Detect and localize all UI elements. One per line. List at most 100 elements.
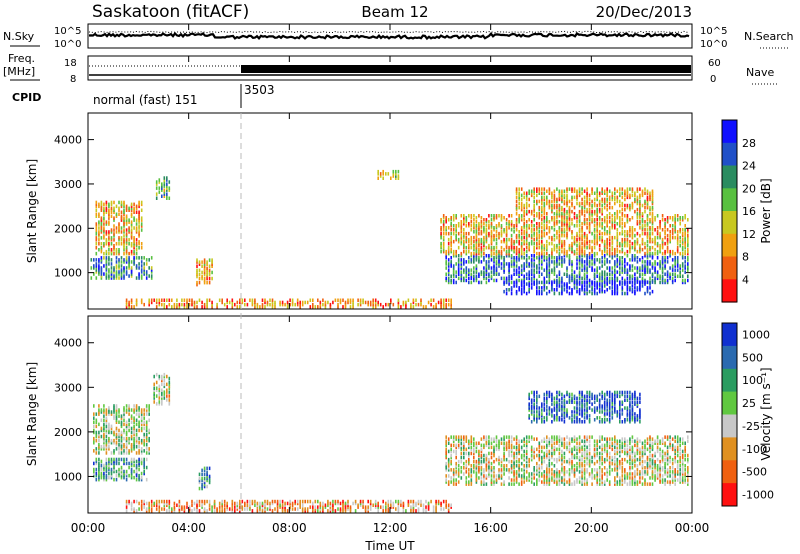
data-cell	[95, 262, 98, 266]
data-cell	[110, 459, 113, 464]
data-cell	[583, 251, 586, 256]
data-cell	[488, 439, 490, 443]
data-cell	[611, 289, 614, 294]
data-cell	[636, 288, 639, 292]
data-cell	[528, 191, 530, 195]
data-cell	[661, 237, 664, 242]
data-cell	[450, 218, 452, 222]
colorbar-tick-label: 16	[742, 205, 756, 218]
data-cell	[518, 278, 520, 283]
data-cell	[601, 286, 603, 290]
data-cell	[460, 451, 463, 456]
data-cell	[463, 222, 465, 226]
data-cell	[639, 193, 641, 198]
data-cell	[100, 228, 103, 232]
data-cell	[105, 260, 108, 264]
data-cell	[561, 195, 563, 200]
data-cell	[463, 245, 465, 250]
data-cell	[483, 276, 485, 281]
data-cell	[115, 204, 118, 209]
data-cell	[558, 480, 561, 484]
data-cell	[108, 430, 110, 435]
data-cell	[649, 212, 651, 216]
data-cell	[528, 272, 530, 276]
data-cell	[596, 284, 598, 288]
data-cell	[150, 509, 153, 513]
data-cell	[133, 443, 135, 447]
data-cell	[616, 199, 619, 204]
data-cell	[563, 470, 566, 474]
data-cell	[624, 233, 626, 238]
data-cell	[140, 414, 143, 418]
data-cell	[442, 220, 445, 224]
data-cell	[679, 235, 681, 240]
data-cell	[536, 264, 538, 268]
data-cell	[510, 254, 513, 258]
data-cell	[475, 245, 478, 250]
data-cell	[598, 284, 601, 288]
data-cell	[493, 278, 495, 283]
data-cell	[125, 216, 128, 220]
data-cell	[473, 437, 475, 441]
data-cell	[536, 222, 538, 226]
data-cell	[241, 300, 244, 305]
data-cell	[536, 470, 538, 474]
data-cell	[488, 461, 490, 466]
data-cell	[452, 264, 455, 268]
data-cell	[626, 187, 629, 191]
data-cell	[98, 270, 100, 274]
data-cell	[561, 461, 563, 466]
data-cell	[571, 243, 573, 248]
data-cell	[135, 463, 138, 468]
data-cell	[123, 242, 125, 246]
data-cell	[543, 203, 546, 208]
data-cell	[619, 218, 621, 222]
data-cell	[603, 201, 606, 206]
data-cell	[553, 220, 556, 224]
data-cell	[556, 459, 558, 464]
data-cell	[681, 280, 684, 285]
data-cell	[128, 499, 130, 504]
data-cell	[518, 187, 520, 191]
data-cell	[548, 437, 551, 441]
data-cell	[591, 239, 593, 244]
data-cell	[463, 214, 465, 218]
data-cell	[125, 420, 128, 424]
data-cell	[513, 260, 515, 264]
data-cell	[120, 218, 123, 222]
data-cell	[616, 276, 619, 281]
data-cell	[510, 264, 513, 268]
data-cell	[269, 302, 271, 307]
data-cell	[473, 447, 475, 452]
data-cell	[508, 249, 510, 254]
data-cell	[671, 251, 674, 256]
data-cell	[115, 249, 118, 254]
data-cell	[528, 218, 530, 222]
data-cell	[488, 274, 490, 278]
data-cell	[322, 302, 324, 307]
data-cell	[518, 468, 520, 472]
data-cell	[468, 260, 470, 264]
data-cell	[93, 412, 95, 416]
data-cell	[105, 266, 108, 270]
data-cell	[508, 441, 510, 445]
data-cell	[130, 212, 133, 216]
data-cell	[573, 276, 576, 281]
colorbar-tick-label: 24	[742, 160, 756, 173]
data-cell	[583, 203, 586, 208]
data-cell	[95, 224, 98, 228]
data-cell	[656, 276, 659, 281]
data-cell	[530, 276, 533, 281]
data-cell	[246, 507, 249, 511]
data-cell	[601, 276, 603, 281]
data-cell	[208, 499, 211, 504]
data-cell	[525, 241, 528, 246]
data-cell	[543, 470, 546, 474]
data-cell	[128, 300, 130, 305]
data-cell	[571, 245, 573, 250]
data-cell	[460, 278, 463, 283]
data-cell	[125, 256, 128, 260]
data-cell	[616, 286, 619, 290]
data-cell	[249, 505, 251, 509]
data-cell	[276, 509, 279, 513]
